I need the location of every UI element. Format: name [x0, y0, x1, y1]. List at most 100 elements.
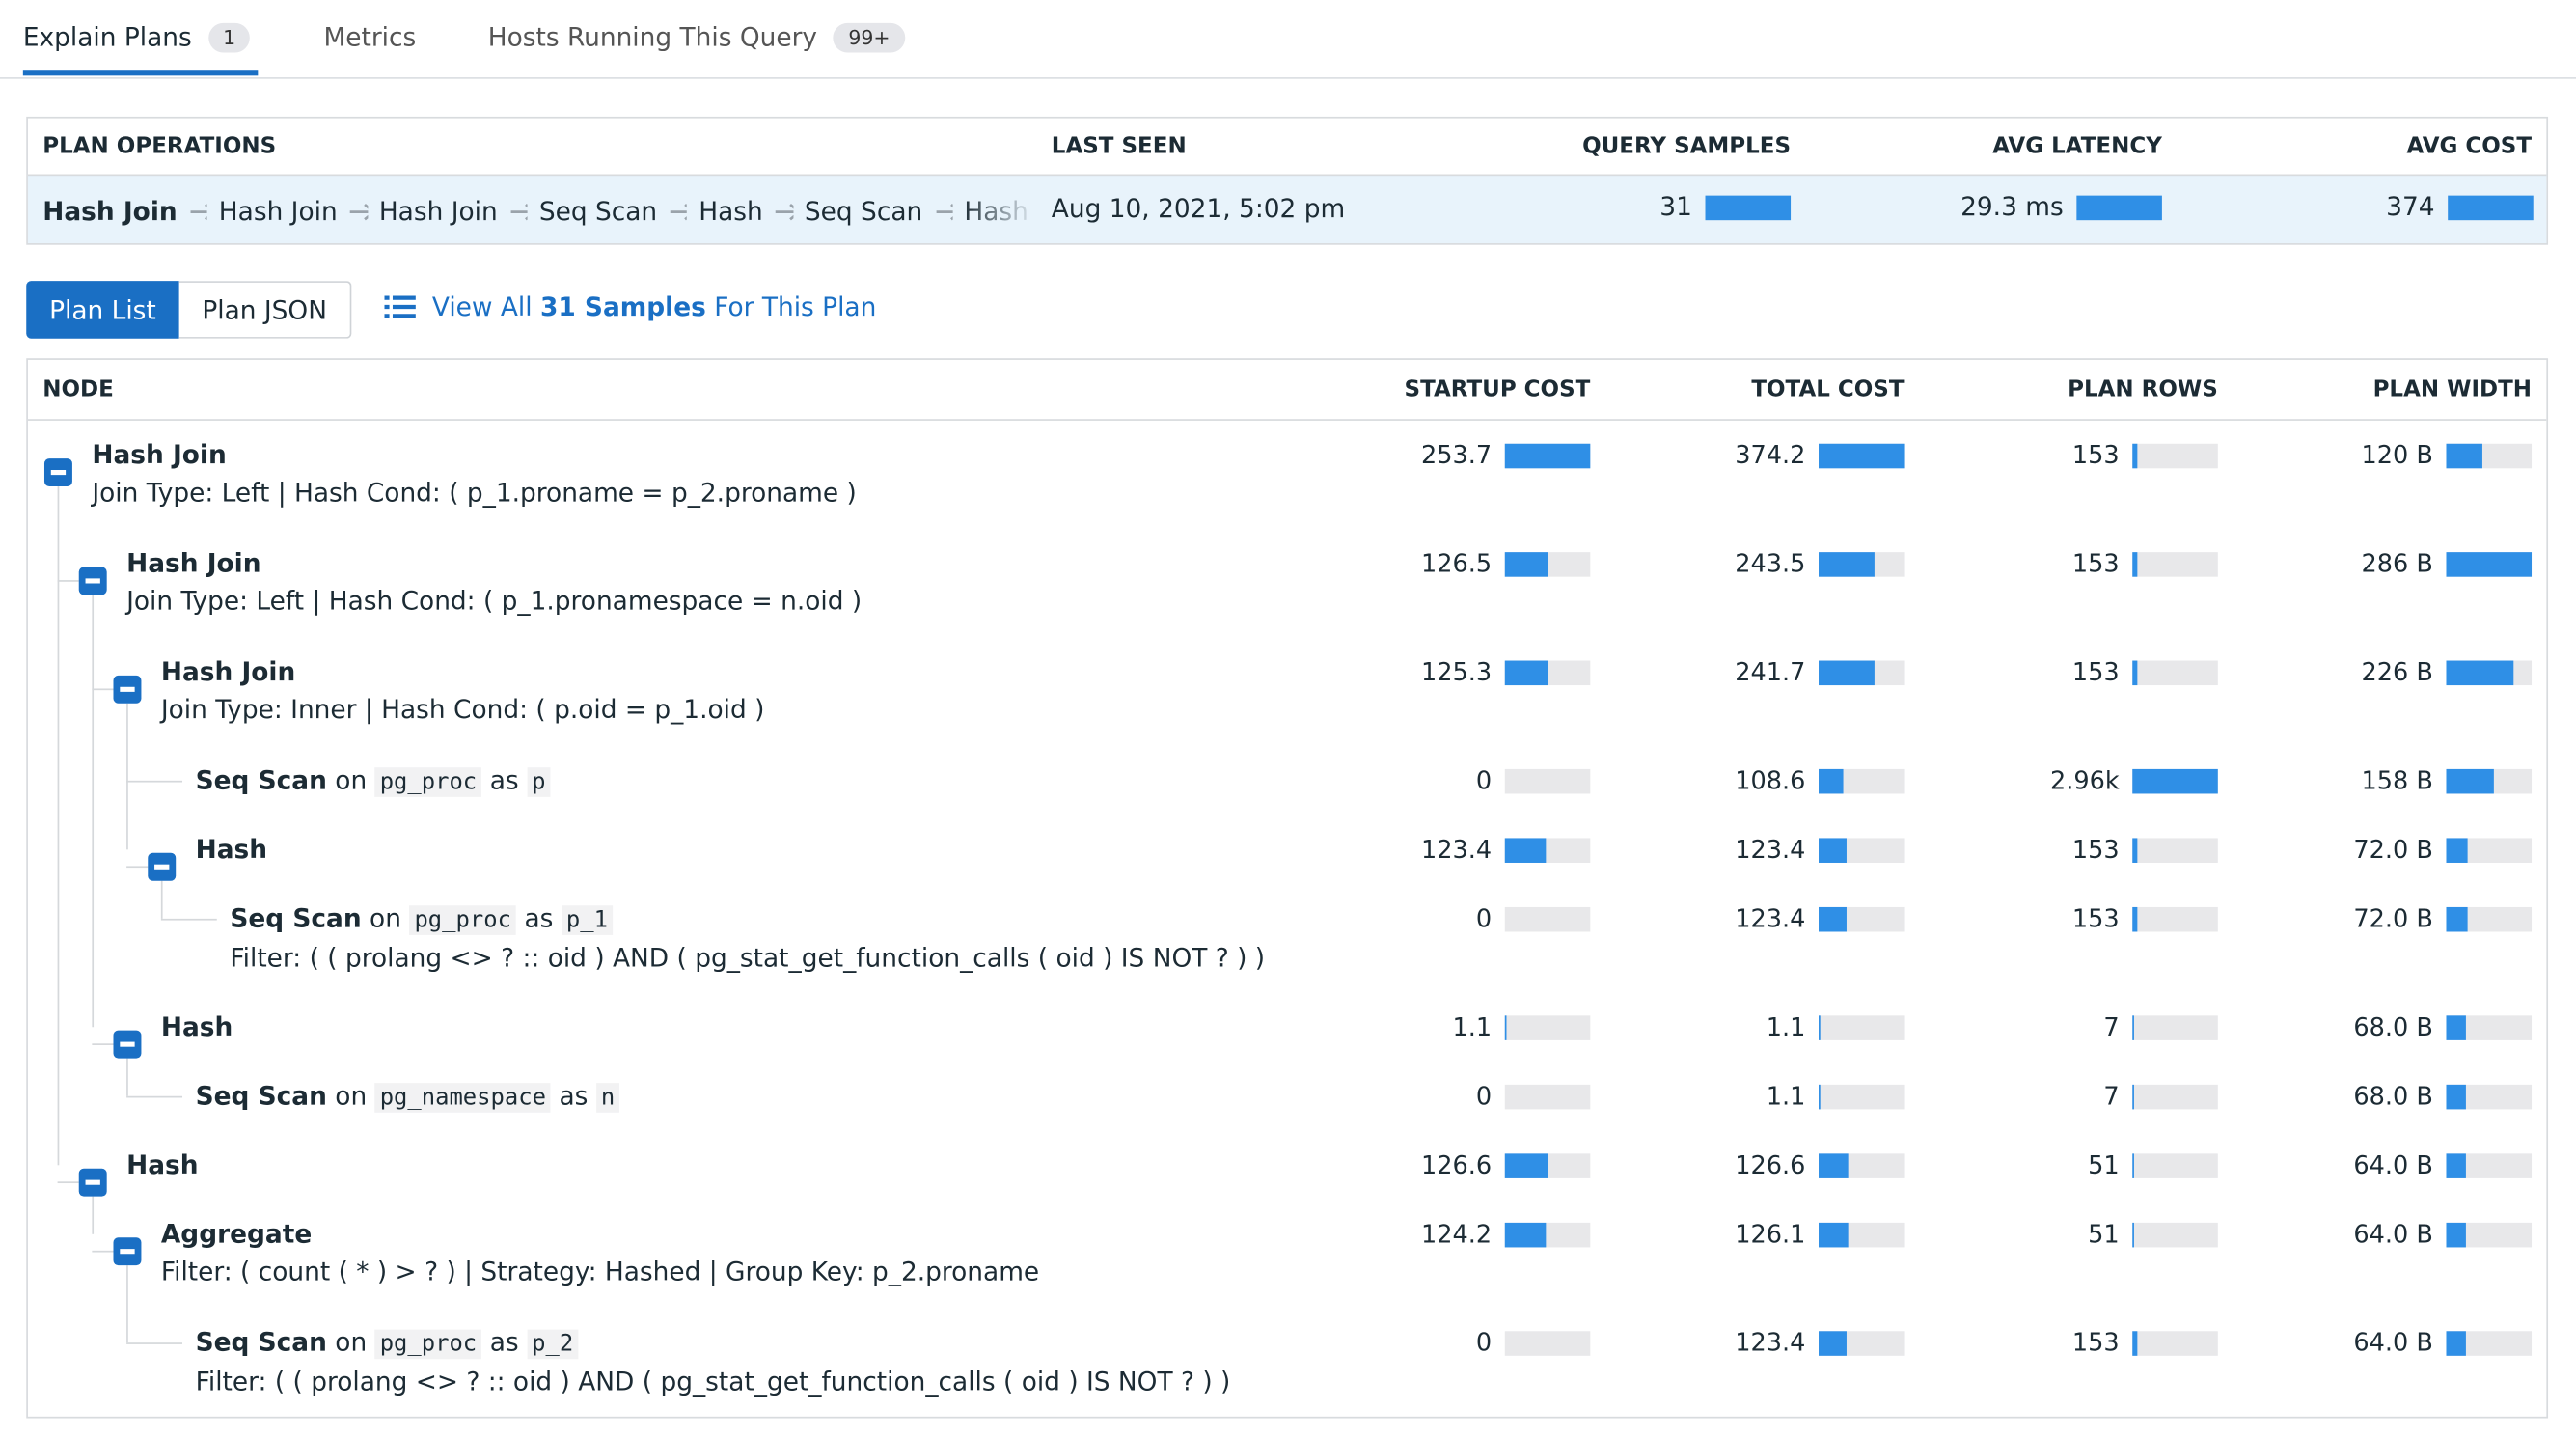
bar-track: [2132, 906, 2218, 932]
tree-line: [57, 486, 60, 1166]
relation: p_2: [527, 1329, 579, 1360]
col-header: AVG LATENCY: [1992, 132, 2162, 160]
stat-cell: 153: [1919, 437, 2233, 473]
node-detail: Join Type: Left | Hash Cond: ( p_1.prona…: [126, 586, 863, 617]
node-cell: Hash Join Join Type: Left | Hash Cond: ( …: [92, 437, 856, 512]
bar-track: [1504, 1222, 1591, 1248]
relation: pg_proc: [374, 767, 482, 797]
plan-node-row[interactable]: Hash Join Join Type: Left | Hash Cond: ( …: [28, 529, 2546, 637]
plan-node-row[interactable]: Hash Join Join Type: Left | Hash Cond: ( …: [28, 421, 2546, 529]
node-stats: 1.1 1.1 7 68.0 B: [1291, 1009, 2546, 1045]
collapse-toggle[interactable]: [148, 852, 177, 881]
node-stats: 0 123.4 153 72.0 B: [1291, 900, 2546, 936]
bar: [2132, 768, 2218, 794]
stat-value: 7: [2103, 1011, 2120, 1042]
tree-elbow: [57, 580, 79, 582]
stat-cell: 158 B: [2233, 762, 2546, 798]
stat-value: 241.7: [1735, 657, 1806, 687]
bar-track: [2446, 1331, 2533, 1356]
tab[interactable]: Metrics: [323, 23, 416, 53]
view-samples-link[interactable]: View All 31 Samples For This Plan: [384, 292, 876, 322]
bar: [1819, 1222, 1848, 1248]
bar: [1819, 768, 1844, 794]
plan-node-row[interactable]: Hash 123.4 123.4 153 72.0 B: [28, 816, 2546, 885]
plan-list-button[interactable]: Plan List: [26, 281, 179, 339]
stat-cell: 153: [1919, 654, 2233, 690]
stat-cell: 0: [1291, 762, 1604, 798]
relation: pg_proc: [374, 1329, 482, 1360]
plan-json-button[interactable]: Plan JSON: [178, 281, 352, 339]
stat-value: 31: [1659, 192, 1692, 222]
tree-line: [126, 703, 128, 850]
stat-value: 123.4: [1735, 903, 1806, 934]
stat-cell: 1.1: [1605, 1078, 1919, 1114]
bar-track: [2446, 443, 2533, 469]
plan-node-row: Seq Scan on pg_proc as p_2 Filter: ( ( pr…: [28, 1308, 2546, 1416]
tab-badge: 1: [207, 22, 251, 53]
stat-value: 72.0 B: [2353, 835, 2433, 865]
tree-line: [92, 595, 95, 1028]
stat-cell: 253.7: [1291, 437, 1604, 473]
node-stats: 0 1.1 7 68.0 B: [1291, 1078, 2546, 1114]
col-header: TOTAL COST: [1751, 375, 1905, 403]
tab[interactable]: Explain Plans 1: [22, 22, 259, 76]
node-cell: Seq Scan on pg_proc as p: [196, 762, 551, 800]
plan-table: NODE STARTUP COST TOTAL COST PLAN ROWS P…: [26, 358, 2549, 1419]
active-tab-underline: [22, 70, 259, 76]
bar-track: [1819, 660, 1905, 686]
tab-badge: 99+: [834, 22, 905, 53]
node-name: Hash Join: [126, 548, 261, 579]
bar: [1504, 552, 1548, 577]
node-cell: Hash: [161, 1009, 233, 1045]
node-title: Hash: [196, 832, 267, 868]
stat-value: 153: [2071, 835, 2120, 865]
bar-track: [1819, 1222, 1905, 1248]
plan-node-row[interactable]: Aggregate Filter: ( count ( * ) > ? ) | S…: [28, 1200, 2546, 1308]
bar: [2446, 768, 2494, 794]
keyword: on: [370, 903, 401, 934]
bar-track: [2132, 1153, 2218, 1178]
bar-track: [2446, 1015, 2533, 1040]
stat-value: 0: [1475, 1081, 1493, 1112]
arrow: [350, 203, 368, 221]
stat-cell: 68.0 B: [2233, 1009, 2546, 1045]
stat-value: 123.4: [1735, 1327, 1806, 1358]
node-stats: 123.4 123.4 153 72.0 B: [1291, 832, 2546, 868]
tab[interactable]: Hosts Running This Query 99+: [488, 22, 905, 53]
bar-track: [1504, 1015, 1591, 1040]
bar-track: [1819, 1015, 1905, 1040]
operation: Seq Scan: [804, 197, 923, 227]
bar-track: [1504, 1084, 1591, 1110]
node-stats: 253.7 374.2 153 120 B: [1291, 437, 2546, 473]
bar-track: [2446, 552, 2533, 577]
relation: pg_namespace: [374, 1083, 552, 1113]
node-name: Hash: [195, 835, 268, 865]
stat-value: 51: [2088, 1149, 2120, 1180]
bar: [1819, 443, 1905, 469]
collapse-toggle[interactable]: [43, 458, 72, 487]
collapse-toggle[interactable]: [78, 567, 107, 595]
collapse-toggle[interactable]: [78, 1168, 107, 1197]
bar: [2132, 1222, 2134, 1248]
tree-elbow: [126, 1342, 183, 1344]
bar: [1819, 552, 1875, 577]
bar-track: [2132, 1084, 2218, 1110]
tree-elbow: [160, 918, 217, 921]
col-header: AVG COST: [2406, 132, 2533, 160]
stat-value: 64.0 B: [2353, 1327, 2433, 1358]
last-seen: Aug 10, 2021, 5:02 pm: [1051, 193, 1346, 224]
plan-node-row: Seq Scan on pg_proc as p_1 Filter: ( ( pr…: [28, 884, 2546, 992]
tab-label: Explain Plans: [22, 22, 192, 53]
arrow: [510, 203, 528, 221]
collapse-toggle[interactable]: [113, 1030, 142, 1059]
plan-node-row[interactable]: Hash Join Join Type: Inner | Hash Cond: (…: [28, 638, 2546, 746]
collapse-toggle[interactable]: [113, 1237, 142, 1266]
node-cell: Hash Join Join Type: Inner | Hash Cond: (…: [161, 654, 765, 730]
plan-node-row[interactable]: Hash 1.1 1.1 7 68.0 B: [28, 992, 2546, 1062]
plan-node-row[interactable]: Hash 126.6 126.6 51 64.0 B: [28, 1131, 2546, 1201]
collapse-toggle[interactable]: [113, 675, 142, 704]
tree-line: [126, 1058, 128, 1096]
bar: [1819, 838, 1848, 863]
summary-stat: 374: [2386, 192, 2534, 222]
stat-value: 126.6: [1735, 1149, 1806, 1180]
